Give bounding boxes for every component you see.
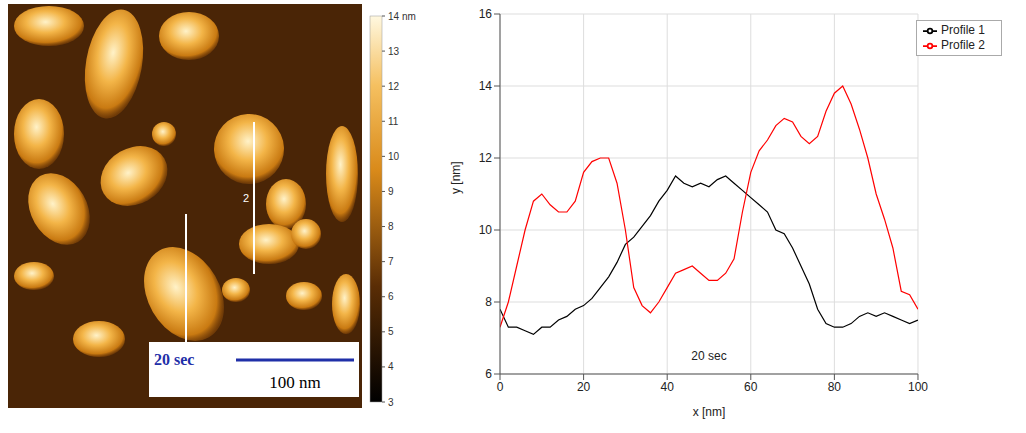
svg-text:16: 16 (479, 7, 493, 21)
svg-text:40: 40 (661, 380, 675, 394)
svg-text:5: 5 (388, 326, 394, 337)
svg-text:9: 9 (388, 186, 394, 197)
svg-text:0: 0 (497, 380, 504, 394)
svg-text:20: 20 (577, 380, 591, 394)
svg-text:10: 10 (479, 223, 493, 237)
svg-text:2: 2 (243, 192, 249, 204)
svg-text:12: 12 (479, 151, 493, 165)
svg-text:4: 4 (388, 361, 394, 372)
svg-text:60: 60 (744, 380, 758, 394)
svg-text:80: 80 (828, 380, 842, 394)
svg-text:10: 10 (388, 151, 400, 162)
svg-text:12: 12 (388, 81, 400, 92)
svg-text:x [nm]: x [nm] (693, 405, 726, 419)
svg-text:y [nm]: y [nm] (449, 161, 463, 194)
html-text:Profile 1: Profile 1 (941, 23, 985, 37)
svg-text:6: 6 (485, 367, 492, 381)
svg-text:20 sec: 20 sec (691, 349, 726, 363)
svg-text:6: 6 (388, 291, 394, 302)
svg-text:8: 8 (485, 295, 492, 309)
svg-text:14: 14 (479, 79, 493, 93)
svg-text:3: 3 (388, 397, 394, 408)
svg-text:7: 7 (388, 256, 394, 267)
svg-text:20 sec: 20 sec (154, 351, 194, 368)
svg-text:100 nm: 100 nm (269, 373, 320, 392)
svg-text:13: 13 (388, 46, 400, 57)
svg-text:14 nm: 14 nm (388, 11, 416, 22)
svg-text:8: 8 (388, 221, 394, 232)
svg-text:11: 11 (388, 116, 399, 127)
svg-text:100: 100 (908, 380, 928, 394)
html-text:Profile 2: Profile 2 (941, 37, 985, 52)
